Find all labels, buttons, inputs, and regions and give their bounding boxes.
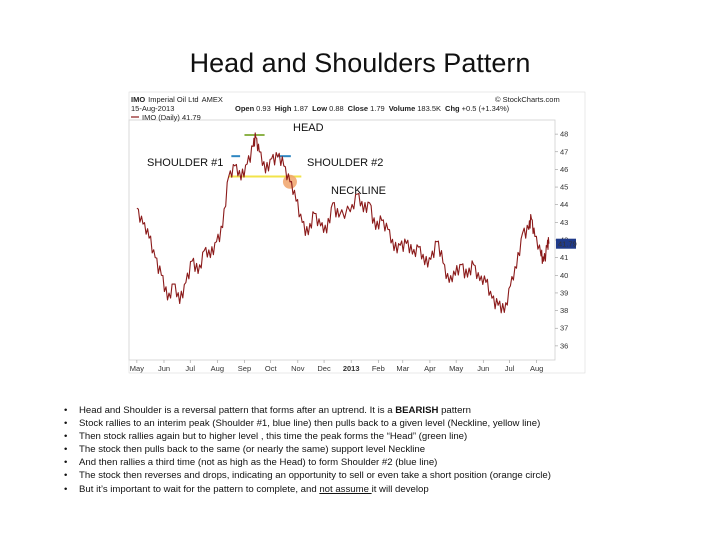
chart-watermark: © StockCharts.com <box>495 95 560 104</box>
y-tick-label: 44 <box>560 200 568 209</box>
bullet-item: But it’s important to wait for the patte… <box>62 483 712 496</box>
y-tick-label: 45 <box>560 183 568 192</box>
head-label: HEAD <box>293 122 324 134</box>
x-tick-label: Jul <box>185 364 195 373</box>
bullet-text: Then stock rallies again but to higher l… <box>79 431 468 443</box>
y-tick-label: 38 <box>560 306 568 315</box>
slide-title: Head and Shoulders Pattern <box>189 48 531 78</box>
y-tick-label: 40 <box>560 271 568 280</box>
x-tick-label: Jun <box>477 364 489 373</box>
chart-header-quote: Open 0.93 High 1.87 Low 0.88 Close 1.79 Volume 18… <box>235 104 510 113</box>
company-name: Imperial Oil Ltd <box>148 95 198 104</box>
neckline-label: NECKLINE <box>331 185 386 197</box>
y-tick-label: 46 <box>560 165 568 174</box>
shoulder1-label: SHOULDER #1 <box>147 157 223 169</box>
pattern-labels: HEAD SHOULDER #1 SHOULDER #2 NECKLINE <box>147 122 386 197</box>
x-tick-label: Dec <box>317 364 331 373</box>
x-tick-label: Feb <box>372 364 385 373</box>
y-tick-label: 47 <box>560 147 568 156</box>
bullet-text: And then rallies a third time (not as hi… <box>79 457 438 469</box>
x-tick-label: Aug <box>530 364 543 373</box>
stock-chart: IMO Imperial Oil Ltd AMEX 15-Aug-2013 Open… <box>128 91 586 374</box>
bullet-item: And then rallies a third time (not as hi… <box>62 456 712 469</box>
ticker-symbol: IMO <box>131 95 145 104</box>
bullet-item: Head and Shoulder is a reversal pattern … <box>62 404 712 417</box>
bullet-underlined-text: not assume <box>319 483 372 495</box>
y-tick-label: 39 <box>560 288 568 297</box>
x-tick-label: Aug <box>211 364 224 373</box>
plot-area <box>128 119 556 361</box>
x-tick-label: Jul <box>505 364 515 373</box>
x-tick-label: Sep <box>238 364 251 373</box>
bullet-text: pattern <box>438 405 471 416</box>
series-legend: IMO (Daily) 41.79 <box>142 113 201 122</box>
bullet-text: But it’s important to wait for the patte… <box>79 483 320 495</box>
last-price-label: 41.79 <box>558 240 577 249</box>
y-tick-label: 48 <box>560 130 568 139</box>
bullet-item: The stock then pulls back to the same (o… <box>62 443 712 456</box>
y-tick-label: 36 <box>560 341 568 350</box>
bullet-text: The stock then pulls back to the same (o… <box>79 444 426 456</box>
y-tick-label: 37 <box>560 324 568 333</box>
bullet-text: The stock then reverses and drops, indic… <box>79 470 551 482</box>
last-price-box <box>556 238 576 249</box>
shoulder2-label: SHOULDER #2 <box>307 157 383 169</box>
bullet-item: Stock rallies to an interim peak (Should… <box>62 417 712 430</box>
bullet-text: Head and Shoulder is a reversal pattern … <box>79 405 396 416</box>
exchange-name: AMEX <box>202 95 223 104</box>
bullet-text: Stock rallies to an interim peak (Should… <box>79 418 541 430</box>
bullet-list: Head and Shoulder is a reversal pattern … <box>62 404 712 496</box>
chart-frame <box>128 91 586 374</box>
x-tick-label: 2013 <box>343 364 360 373</box>
x-tick-label: Jun <box>158 364 170 373</box>
price-line <box>136 132 550 314</box>
bullet-item: Then stock rallies again but to higher l… <box>62 430 712 443</box>
x-tick-label: Mar <box>396 364 409 373</box>
x-tick-label: Oct <box>265 364 278 373</box>
price-series: 41.79 <box>136 132 577 314</box>
chart-header-line1: IMO Imperial Oil Ltd AMEX <box>131 95 223 104</box>
x-tick-label: May <box>130 364 144 373</box>
x-tick-label: May <box>449 364 463 373</box>
y-tick-label: 43 <box>560 218 568 227</box>
chart-date: 15-Aug-2013 <box>131 104 174 113</box>
x-tick-label: Nov <box>291 364 305 373</box>
bullet-text: it will develop <box>371 483 429 495</box>
axes: 36373839404142434445464748MayJunJulAugSe… <box>130 130 569 373</box>
bullet-item: The stock then reverses and drops, indic… <box>62 469 712 482</box>
bullet-bold-text: BEARISH <box>395 405 439 416</box>
y-tick-label: 41 <box>560 253 568 262</box>
x-tick-label: Apr <box>424 364 436 373</box>
